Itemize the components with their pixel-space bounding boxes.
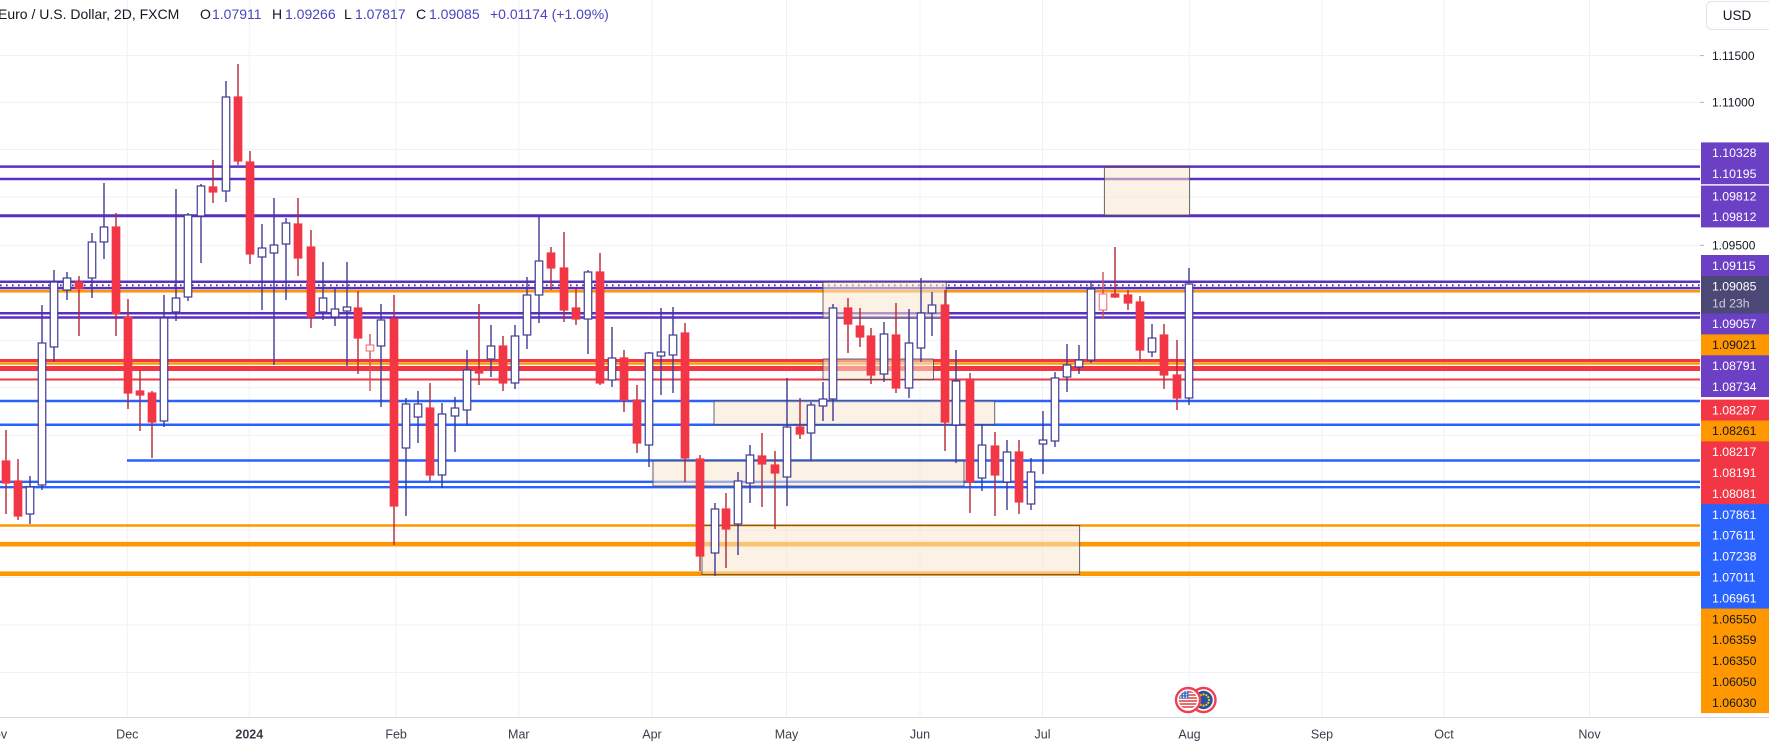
svg-text:1.10328: 1.10328 (1712, 146, 1757, 160)
svg-text:1.08287: 1.08287 (1712, 403, 1757, 417)
svg-text:Jul: Jul (1035, 728, 1051, 742)
svg-text:1.09266: 1.09266 (285, 6, 336, 22)
svg-text:Sep: Sep (1311, 728, 1333, 742)
svg-text:1.09057: 1.09057 (1712, 317, 1757, 331)
svg-text:1d 23h: 1d 23h (1712, 297, 1750, 311)
svg-text:O: O (200, 6, 211, 22)
svg-text:Euro / U.S. Dollar, 2D, FXCM: Euro / U.S. Dollar, 2D, FXCM (0, 6, 179, 22)
svg-text:1.06961: 1.06961 (1712, 591, 1757, 605)
svg-text:C: C (416, 6, 426, 22)
svg-text:1.11000: 1.11000 (1712, 96, 1755, 110)
svg-text:1.06359: 1.06359 (1712, 633, 1757, 647)
svg-text:1.07611: 1.07611 (1712, 529, 1756, 543)
svg-text:USD: USD (1723, 8, 1752, 23)
svg-text:1.06350: 1.06350 (1712, 654, 1757, 668)
svg-text:1.08081: 1.08081 (1712, 487, 1757, 501)
svg-text:Feb: Feb (385, 728, 407, 742)
svg-text:1.09115: 1.09115 (1712, 259, 1756, 273)
svg-text:Aug: Aug (1178, 728, 1200, 742)
svg-text:Nov: Nov (1578, 728, 1601, 742)
svg-text:1.07238: 1.07238 (1712, 550, 1757, 564)
svg-text:1.09085: 1.09085 (1712, 280, 1757, 294)
svg-text:Jun: Jun (910, 728, 930, 742)
svg-text:Dec: Dec (116, 728, 138, 742)
svg-text:1.09812: 1.09812 (1712, 189, 1757, 203)
svg-text:Mar: Mar (508, 728, 530, 742)
svg-text:1.08734: 1.08734 (1712, 380, 1757, 394)
svg-text:Apr: Apr (642, 728, 661, 742)
svg-text:1.10195: 1.10195 (1712, 167, 1757, 181)
svg-text:1.08261: 1.08261 (1712, 424, 1757, 438)
svg-text:1.08191: 1.08191 (1712, 466, 1757, 480)
svg-text:1.06030: 1.06030 (1712, 696, 1757, 710)
svg-text:+0.01174 (+1.09%): +0.01174 (+1.09%) (490, 6, 609, 22)
svg-text:1.07861: 1.07861 (1712, 508, 1757, 522)
svg-text:May: May (775, 728, 799, 742)
svg-text:1.06050: 1.06050 (1712, 675, 1757, 689)
svg-text:1.09812: 1.09812 (1712, 210, 1757, 224)
svg-text:1.09021: 1.09021 (1712, 338, 1757, 352)
svg-text:1.07011: 1.07011 (1712, 571, 1756, 585)
svg-text:1.07911: 1.07911 (212, 6, 262, 22)
svg-text:1.08791: 1.08791 (1712, 359, 1757, 373)
svg-text:1.07817: 1.07817 (355, 6, 406, 22)
svg-text:L: L (344, 6, 352, 22)
svg-text:1.11500: 1.11500 (1712, 49, 1755, 63)
svg-text:Nov: Nov (0, 728, 8, 742)
svg-text:Oct: Oct (1434, 728, 1454, 742)
svg-text:2024: 2024 (235, 728, 263, 742)
svg-text:1.08217: 1.08217 (1712, 445, 1757, 459)
svg-text:1.06550: 1.06550 (1712, 612, 1757, 626)
svg-text:H: H (272, 6, 282, 22)
svg-text:1.09500: 1.09500 (1712, 239, 1756, 253)
svg-text:1.09085: 1.09085 (429, 6, 480, 22)
